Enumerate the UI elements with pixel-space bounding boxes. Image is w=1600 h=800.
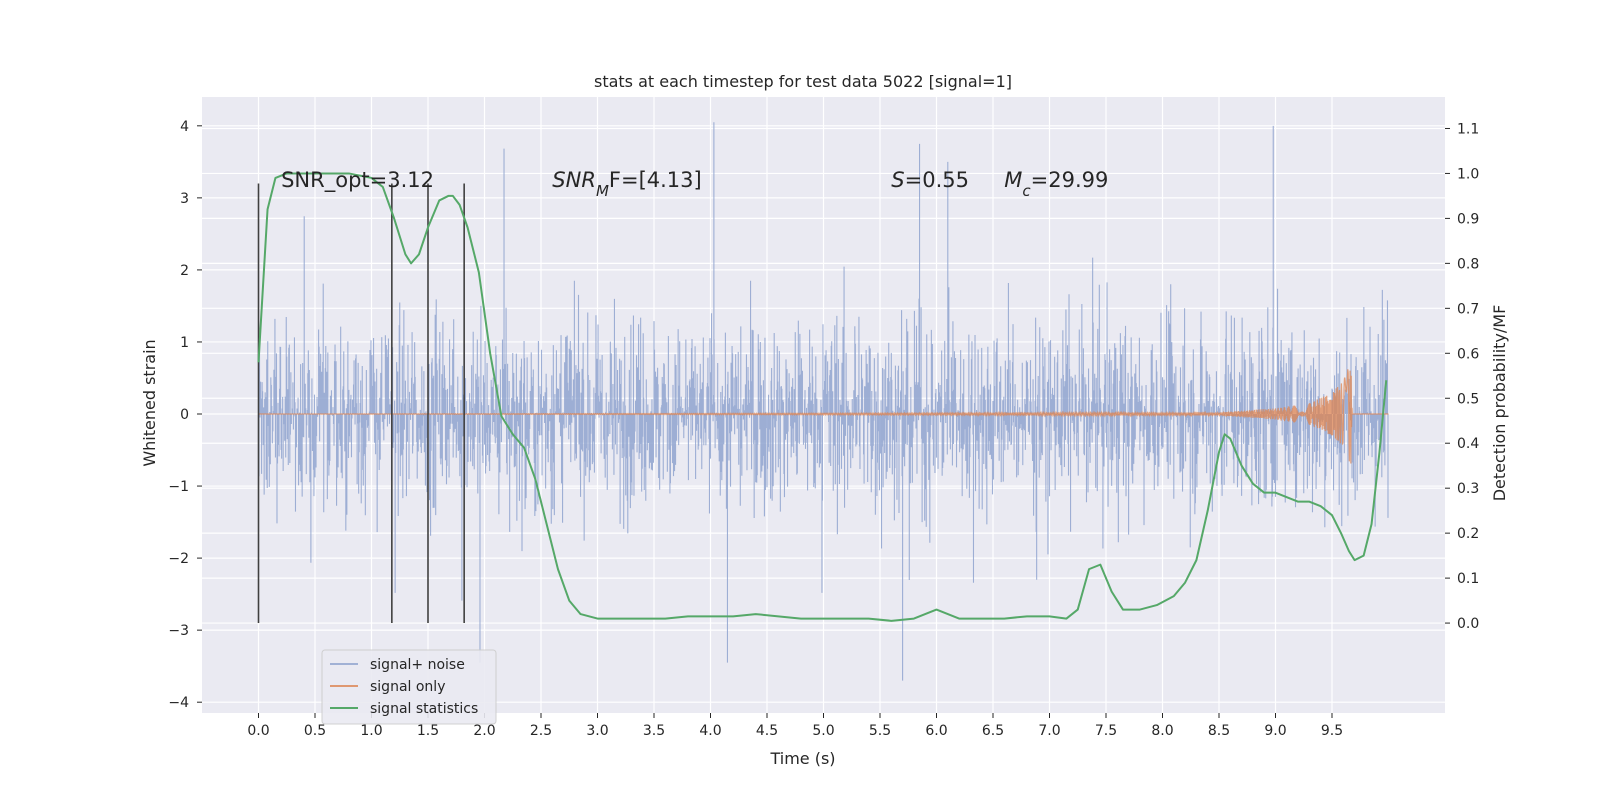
- stat-annotation: SNR_opt=3.12: [281, 168, 434, 193]
- y-tick-label: 3: [180, 191, 189, 207]
- x-tick-label: 9.0: [1264, 723, 1286, 739]
- chart-title: stats at each timestep for test data 502…: [594, 72, 1012, 91]
- signal-statistics-series: [257, 172, 1388, 622]
- x-tick-label: 2.5: [530, 723, 552, 739]
- y-axis-right: 1.1 1.0 0.9 0.8 0.7 0.6 0.5 0.4 0.3 0.2 0.1 0.0: [1445, 121, 1479, 632]
- y2-tick-label: 0.6: [1457, 346, 1479, 362]
- x-axis-label: Time (s): [769, 749, 835, 768]
- y2-tick-label: 0.1: [1457, 571, 1479, 587]
- legend-label: signal+ noise: [370, 657, 465, 673]
- x-tick-label: 0.0: [247, 723, 269, 739]
- y-tick-label: 4: [180, 119, 189, 135]
- legend-label: signal only: [370, 679, 445, 695]
- x-tick-label: 0.5: [304, 723, 326, 739]
- x-tick-label: 7.5: [1095, 723, 1117, 739]
- y2-tick-label: 0.7: [1457, 301, 1479, 317]
- y-axis-label: Whitened strain: [140, 339, 159, 466]
- x-tick-label: 9.5: [1321, 723, 1343, 739]
- y-tick-label: −3: [168, 623, 189, 639]
- stat-annotation: Mc=29.99: [1004, 168, 1108, 200]
- legend-box: [321, 649, 497, 725]
- y-tick-label: 2: [180, 263, 189, 279]
- y-tick-label: −2: [168, 551, 189, 567]
- x-tick-label: 5.5: [869, 723, 891, 739]
- x-axis: 0.0 0.5 1.0 1.5 2.0 2.5 3.0 3.5 4.0 4.5 5.0 5.5 6.0 6…: [247, 713, 1343, 739]
- stat-annotation: SNRMF=[4.13]: [552, 168, 701, 200]
- x-tick-label: 5.0: [812, 723, 834, 739]
- x-tick-label: 2.0: [473, 723, 495, 739]
- x-tick-label: 3.5: [643, 723, 665, 739]
- x-tick-label: 3.0: [586, 723, 608, 739]
- y2-tick-label: 0.9: [1457, 211, 1479, 227]
- y2-tick-label: 1.1: [1457, 121, 1479, 137]
- legend: signal+ noise signal only signal statistic…: [321, 649, 497, 725]
- y-tick-label: 0: [180, 407, 189, 423]
- x-tick-label: 1.0: [360, 723, 382, 739]
- y2-tick-label: 0.5: [1457, 391, 1479, 407]
- y2-tick-label: 0.3: [1457, 481, 1479, 497]
- x-tick-label: 8.0: [1151, 723, 1173, 739]
- y2-tick-label: 0.4: [1457, 436, 1479, 452]
- y2-tick-label: 0.0: [1457, 616, 1479, 632]
- y2-axis-label: Detection probability/MF: [1490, 305, 1509, 502]
- signal-only-series: [258, 369, 1389, 464]
- y-tick-label: −1: [168, 479, 189, 495]
- x-tick-label: 6.5: [982, 723, 1004, 739]
- y-axis-left: 4 3 2 1 0 −1 −2 −3 −4: [168, 119, 202, 711]
- x-tick-label: 6.0: [925, 723, 947, 739]
- x-tick-label: 4.5: [756, 723, 778, 739]
- stat-annotation: S=0.55: [891, 168, 969, 192]
- y-tick-label: 1: [180, 335, 189, 351]
- y2-tick-label: 1.0: [1457, 166, 1479, 182]
- y2-tick-label: 0.8: [1457, 256, 1479, 272]
- x-tick-label: 1.5: [417, 723, 439, 739]
- signal-only-line: [258, 369, 1389, 464]
- y2-tick-label: 0.2: [1457, 526, 1479, 542]
- x-tick-label: 8.5: [1208, 723, 1230, 739]
- legend-label: signal statistics: [370, 701, 478, 717]
- x-tick-label: 4.0: [699, 723, 721, 739]
- signal-statistics-line: [257, 172, 1388, 622]
- x-tick-label: 7.0: [1038, 723, 1060, 739]
- annotations: SNR_opt=3.12 SNRMF=[4.13] S=0.55 Mc=29.99: [281, 168, 1108, 200]
- vertical-markers: [257, 183, 465, 623]
- y-tick-label: −4: [168, 695, 189, 711]
